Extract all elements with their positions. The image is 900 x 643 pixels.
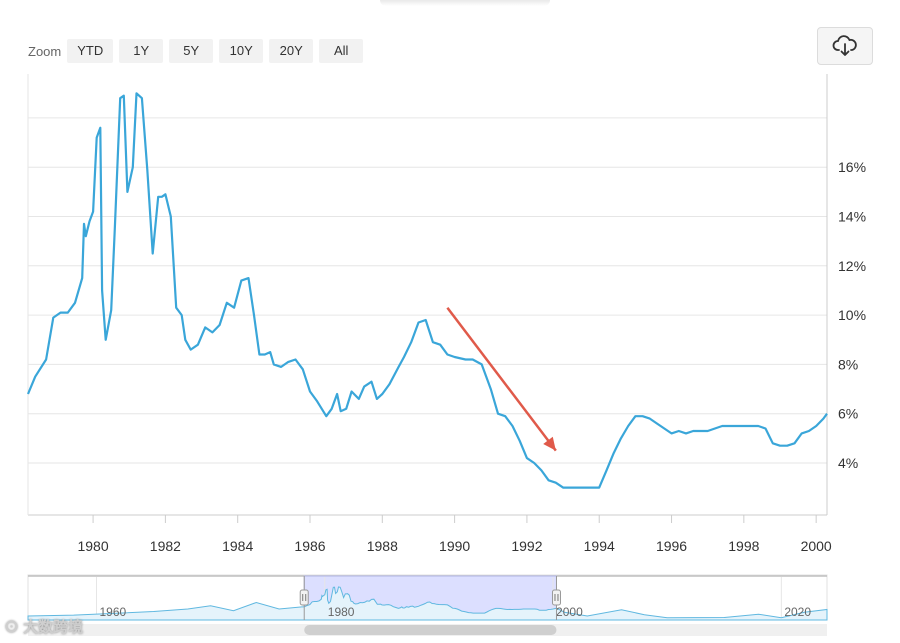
x-tick-label: 1992 — [511, 538, 542, 554]
annotation-arrow-line — [446, 306, 557, 452]
zoom-ytd-button[interactable]: YTD — [67, 39, 114, 63]
zoom-selector: Zoom YTD 1Y 5Y 10Y 20Y All — [28, 38, 369, 64]
navigator-left-handle[interactable] — [299, 589, 309, 606]
navigator-right-handle[interactable] — [551, 589, 561, 606]
y-tick-label: 6% — [838, 406, 858, 422]
y-tick-label: 10% — [838, 307, 866, 323]
y-tick-label: 12% — [838, 258, 866, 274]
x-tick-label: 1984 — [222, 538, 253, 554]
export-button[interactable] — [817, 27, 873, 65]
x-tick-label: 2000 — [801, 538, 832, 554]
x-tick-label: 1986 — [294, 538, 325, 554]
navigator-series-area — [27, 586, 828, 621]
x-tick-label: 1990 — [439, 538, 470, 554]
y-tick-label: 16% — [838, 159, 866, 175]
zoom-10y-button[interactable]: 10Y — [219, 39, 264, 63]
navigator-scrollbar-thumb[interactable] — [304, 625, 557, 635]
navigator-tick-label: 2020 — [784, 605, 811, 619]
zoom-all-button[interactable]: All — [319, 39, 364, 63]
x-tick-label: 1996 — [656, 538, 687, 554]
zoom-5y-button[interactable]: 5Y — [169, 39, 214, 63]
y-tick-label: 8% — [838, 356, 858, 372]
watermark-logo: ⊙ 大数跨境 — [4, 619, 84, 636]
zoom-1y-button[interactable]: 1Y — [119, 39, 164, 63]
x-tick-label: 1994 — [584, 538, 615, 554]
y-tick-label: 4% — [838, 455, 858, 471]
navigator-tick-label: 1980 — [328, 605, 355, 619]
top-shadow — [380, 0, 550, 6]
series-line — [26, 92, 828, 489]
x-tick-label: 1988 — [367, 538, 398, 554]
x-tick-label: 1980 — [77, 538, 108, 554]
zoom-20y-button[interactable]: 20Y — [269, 39, 314, 63]
navigator-tick-label: 1960 — [99, 605, 126, 619]
x-tick-label: 1982 — [150, 538, 181, 554]
zoom-label: Zoom — [28, 43, 62, 59]
annotation-arrow-head — [543, 436, 556, 451]
y-tick-label: 14% — [838, 209, 866, 225]
cloud-download-icon — [832, 35, 857, 56]
x-tick-label: 1998 — [728, 538, 759, 554]
navigator-tick-label: 2000 — [556, 605, 583, 619]
navigator[interactable]: 1960 1980 2000 2020 — [27, 574, 828, 636]
